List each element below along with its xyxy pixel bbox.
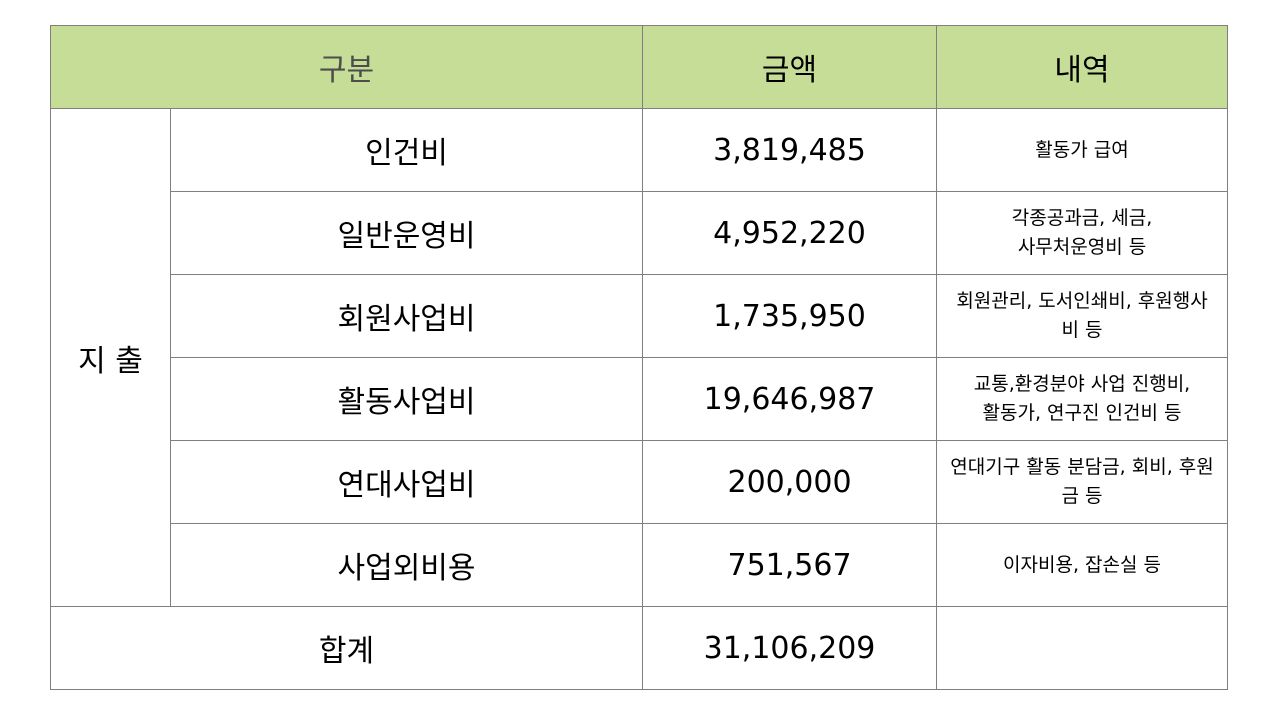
total-row: 합계 31,106,209	[49, 606, 1229, 690]
table-row: 활동사업비 19,646,987 교통,환경분야 사업 진행비, 활동가, 연구…	[51, 357, 1229, 441]
item-detail-line: 금 등	[1061, 485, 1103, 507]
item-name: 활동사업비	[169, 357, 644, 441]
item-detail-line: 회원관리, 도서인쇄비, 후원행사	[956, 290, 1208, 312]
table-row: 지 출 인건비 3,819,485 활동가 급여	[50, 108, 1229, 607]
item-name: 인건비	[169, 108, 644, 192]
item-amount: 4,952,220	[642, 191, 938, 275]
item-detail: 연대기구 활동 분담금, 회비, 후원 금 등	[936, 440, 1229, 524]
header-details: 내역	[936, 25, 1229, 109]
expense-table: 구분 금액 내역 지 출 인건비 3,819,485 활동가 급여 일반운영비 …	[49, 25, 1229, 690]
item-amount: 1,735,950	[642, 274, 938, 358]
item-detail-line: 사무처운영비 등	[1017, 236, 1147, 258]
expense-group-label: 지 출	[50, 108, 171, 607]
table-row: 일반운영비 4,952,220 각종공과금, 세금, 사무처운영비 등	[51, 191, 1229, 275]
item-name: 사업외비용	[169, 523, 644, 607]
table-row: 회원사업비 1,735,950 회원관리, 도서인쇄비, 후원행사 비 등	[51, 274, 1229, 358]
item-detail-line: 비 등	[1061, 319, 1103, 341]
item-amount: 200,000	[642, 440, 938, 524]
item-name: 연대사업비	[169, 440, 644, 524]
item-detail-line: 각종공과금, 세금,	[1011, 207, 1153, 229]
item-amount: 751,567	[642, 523, 938, 607]
item-detail: 이자비용, 잡손실 등	[936, 523, 1229, 607]
item-detail-line: 교통,환경분야 사업 진행비,	[973, 373, 1191, 395]
header-row: 구분 금액 내역	[49, 25, 1229, 109]
total-label: 합계	[49, 606, 644, 690]
header-amount: 금액	[642, 25, 938, 109]
item-detail: 교통,환경분야 사업 진행비, 활동가, 연구진 인건비 등	[936, 357, 1229, 441]
item-name: 회원사업비	[169, 274, 644, 358]
item-detail-line: 이자비용, 잡손실 등	[1003, 553, 1161, 576]
item-name: 일반운영비	[169, 191, 644, 275]
total-detail	[936, 606, 1229, 690]
item-amount: 3,819,485	[642, 108, 938, 192]
table-row: 사업외비용 751,567 이자비용, 잡손실 등	[51, 523, 1229, 607]
item-detail: 활동가 급여	[936, 108, 1229, 192]
item-detail-line: 연대기구 활동 분담금, 회비, 후원	[950, 456, 1214, 478]
item-detail: 회원관리, 도서인쇄비, 후원행사 비 등	[936, 274, 1229, 358]
table-row: 연대사업비 200,000 연대기구 활동 분담금, 회비, 후원 금 등	[51, 440, 1229, 524]
item-detail-line: 활동가 급여	[1035, 138, 1129, 161]
item-amount: 19,646,987	[642, 357, 938, 441]
total-amount: 31,106,209	[642, 606, 938, 690]
item-detail-line: 활동가, 연구진 인건비 등	[982, 402, 1182, 424]
header-category: 구분	[49, 25, 644, 109]
item-detail: 각종공과금, 세금, 사무처운영비 등	[936, 191, 1229, 275]
